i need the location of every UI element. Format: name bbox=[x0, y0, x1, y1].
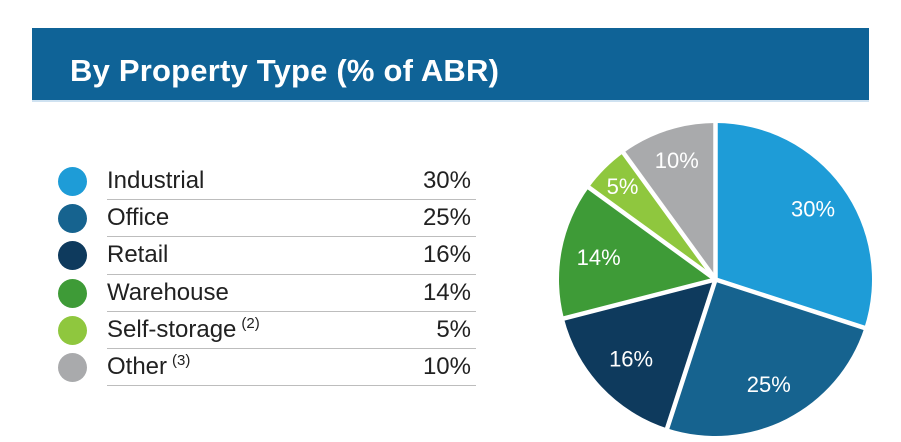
pie-slice-warehouse bbox=[559, 187, 716, 319]
legend-value: 10% bbox=[422, 353, 471, 381]
legend-row-other: Other (3) 10% bbox=[58, 349, 476, 387]
legend-row-content: Retail 16% bbox=[107, 237, 476, 275]
legend-value: 25% bbox=[422, 204, 471, 232]
pie-slice-gap bbox=[620, 150, 718, 281]
legend-color-swatch bbox=[58, 167, 87, 197]
pie-label-industrial: 30% bbox=[791, 196, 835, 221]
pie-label-self-storage: 5% bbox=[607, 174, 639, 199]
legend-row-content: Industrial 30% bbox=[107, 163, 476, 201]
legend-row-self-storage: Self-storage (2) 5% bbox=[58, 312, 476, 349]
legend-swatch-col bbox=[58, 237, 107, 274]
pie-slice-self-storage bbox=[588, 152, 716, 280]
pie-label-office: 25% bbox=[747, 372, 791, 397]
legend-value: 16% bbox=[422, 241, 471, 269]
pie-slice-office bbox=[667, 279, 865, 436]
pie-label-retail: 16% bbox=[609, 347, 653, 372]
legend-swatch-col bbox=[58, 163, 107, 200]
legend-row-office: Office 25% bbox=[58, 200, 476, 238]
legend-footnote-marker: (3) bbox=[172, 352, 191, 370]
legend-row-industrial: Industrial 30% bbox=[58, 163, 476, 201]
legend-label: Self-storage (2) bbox=[107, 314, 260, 343]
legend-label: Office bbox=[107, 204, 170, 232]
legend-value: 5% bbox=[436, 315, 471, 343]
pie-slice-gap bbox=[714, 277, 867, 331]
legend-swatch-col bbox=[58, 312, 107, 349]
pie-label-other: 10% bbox=[655, 148, 699, 173]
legend-color-swatch bbox=[58, 353, 87, 383]
pie-svg: 30% 25% 16% 14% 5% 10% bbox=[559, 122, 872, 436]
legend-footnote-marker: (2) bbox=[241, 314, 260, 332]
legend-swatch-col bbox=[58, 275, 107, 312]
pie-slice-gap bbox=[561, 277, 717, 321]
legend-label: Industrial bbox=[107, 167, 205, 195]
legend-row-content: Self-storage (2) 5% bbox=[107, 312, 476, 349]
pie-chart: 30% 25% 16% 14% 5% 10% bbox=[558, 122, 873, 437]
legend-row-content: Other (3) 10% bbox=[107, 349, 476, 387]
pie-slice-gap bbox=[586, 184, 717, 282]
pie-slice-gap bbox=[664, 278, 718, 431]
legend-value: 30% bbox=[422, 167, 471, 195]
legend-row-retail: Retail 16% bbox=[58, 237, 476, 275]
pie-label-warehouse: 14% bbox=[577, 245, 621, 270]
legend-value: 14% bbox=[422, 278, 471, 306]
legend-row-content: Office 25% bbox=[107, 200, 476, 238]
legend-label: Other (3) bbox=[107, 352, 191, 381]
legend-color-swatch bbox=[58, 278, 87, 308]
section-header: By Property Type (% of ABR) bbox=[32, 28, 869, 102]
legend-label: Warehouse bbox=[107, 278, 229, 306]
legend-row-warehouse: Warehouse 14% bbox=[58, 275, 476, 312]
legend-color-swatch bbox=[58, 315, 87, 345]
legend-row-content: Warehouse 14% bbox=[107, 275, 476, 312]
legend-swatch-col bbox=[58, 349, 107, 386]
legend-color-swatch bbox=[58, 204, 87, 234]
section-title: By Property Type (% of ABR) bbox=[70, 53, 500, 88]
legend-label: Retail bbox=[107, 241, 169, 269]
pie-slice-industrial bbox=[715, 123, 872, 328]
legend-swatch-col bbox=[58, 200, 107, 237]
legend-table: Industrial 30% Office 25% Retail 16% Warehouse… bbox=[58, 163, 476, 387]
legend-color-swatch bbox=[58, 241, 87, 271]
pie-slice-other bbox=[623, 123, 716, 280]
